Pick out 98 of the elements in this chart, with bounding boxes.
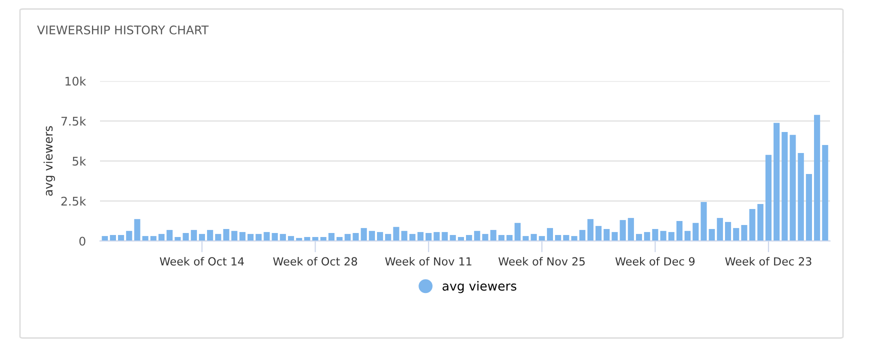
- bar: [636, 234, 642, 241]
- bar: [231, 230, 238, 241]
- bar: [126, 230, 132, 241]
- bar: [765, 154, 772, 241]
- bar: [482, 234, 488, 241]
- bar: [522, 236, 529, 241]
- bar: [814, 114, 820, 241]
- bar: [166, 230, 173, 241]
- bar: [612, 232, 618, 241]
- bar: [182, 233, 189, 241]
- bar: [368, 230, 375, 241]
- bar: [102, 236, 108, 241]
- bar: [757, 204, 764, 241]
- bar: [360, 228, 367, 241]
- bar: [256, 234, 262, 241]
- bar: [676, 221, 683, 241]
- bar: [409, 234, 416, 241]
- bar: [134, 219, 140, 241]
- bar: [223, 229, 230, 241]
- y-tick-label: 5k: [72, 156, 86, 166]
- bar: [150, 236, 156, 241]
- bar: [587, 219, 594, 241]
- bar: [401, 230, 408, 241]
- bar: [118, 235, 124, 241]
- bar: [798, 153, 804, 241]
- bar: [142, 236, 148, 241]
- bar: [579, 230, 586, 241]
- bar: [506, 235, 513, 241]
- bar: [110, 235, 116, 241]
- bar: [442, 232, 448, 241]
- bar: [207, 230, 214, 241]
- y-tick-label: 10k: [66, 76, 86, 86]
- x-tick-label: Week of Nov 11: [385, 256, 472, 266]
- bar: [708, 229, 715, 241]
- bar: [716, 218, 723, 241]
- bar: [571, 236, 578, 241]
- bar: [514, 222, 521, 241]
- bar: [774, 122, 780, 241]
- bar: [628, 218, 634, 241]
- bar: [280, 234, 286, 241]
- bar: [344, 234, 351, 241]
- y-tick-label: 2.5k: [61, 196, 86, 206]
- bar: [352, 233, 359, 241]
- bar: [426, 233, 432, 241]
- bar: [782, 132, 788, 241]
- bar: [596, 226, 602, 241]
- bar: [546, 228, 554, 241]
- bar: [393, 226, 400, 241]
- bar: [450, 235, 456, 241]
- bar: [376, 232, 384, 241]
- bar: [538, 236, 545, 241]
- bar: [555, 235, 562, 241]
- x-tick-label: Week of Dec 9: [615, 256, 695, 266]
- bar: [288, 236, 294, 241]
- bar: [692, 222, 699, 241]
- bar: [684, 230, 691, 241]
- bar: [652, 229, 658, 241]
- bar: [660, 230, 666, 241]
- bar: [247, 234, 254, 241]
- bar: [620, 220, 626, 241]
- bar: [474, 230, 480, 241]
- bar: [158, 234, 165, 241]
- y-axis-title: avg viewers: [44, 126, 55, 196]
- bar: [733, 228, 740, 241]
- bar: [328, 233, 334, 241]
- chart-title: VIEWERSHIP HISTORY CHART: [37, 25, 209, 34]
- y-tick-label: 7.5k: [61, 116, 86, 126]
- legend-label: avg viewers: [442, 281, 516, 294]
- y-tick-label: 0: [79, 236, 86, 246]
- bar: [530, 234, 537, 241]
- bar: [190, 230, 197, 241]
- bar: [490, 230, 496, 241]
- bar: [272, 233, 278, 241]
- bar: [385, 234, 392, 241]
- bar: [434, 232, 440, 241]
- x-tick-label: Week of Oct 28: [273, 256, 358, 266]
- bar: [563, 235, 570, 241]
- x-tick-label: Week of Nov 25: [498, 256, 585, 266]
- bar: [741, 225, 748, 241]
- x-tick-label: Week of Dec 23: [725, 256, 812, 266]
- bar: [822, 145, 828, 241]
- bar: [749, 209, 756, 241]
- bar: [700, 202, 707, 241]
- bar: [239, 232, 246, 241]
- bar: [806, 174, 812, 241]
- bar: [198, 234, 206, 241]
- bar: [312, 237, 318, 241]
- bar: [668, 232, 674, 241]
- bar: [264, 232, 270, 241]
- bar: [417, 232, 424, 241]
- bar: [790, 134, 796, 241]
- bar: [215, 234, 222, 241]
- x-tick-label: Week of Oct 14: [160, 256, 244, 266]
- bar: [466, 235, 472, 241]
- bar: [724, 222, 732, 241]
- bar: [498, 235, 504, 241]
- bar: [604, 229, 610, 241]
- bar: [644, 232, 650, 241]
